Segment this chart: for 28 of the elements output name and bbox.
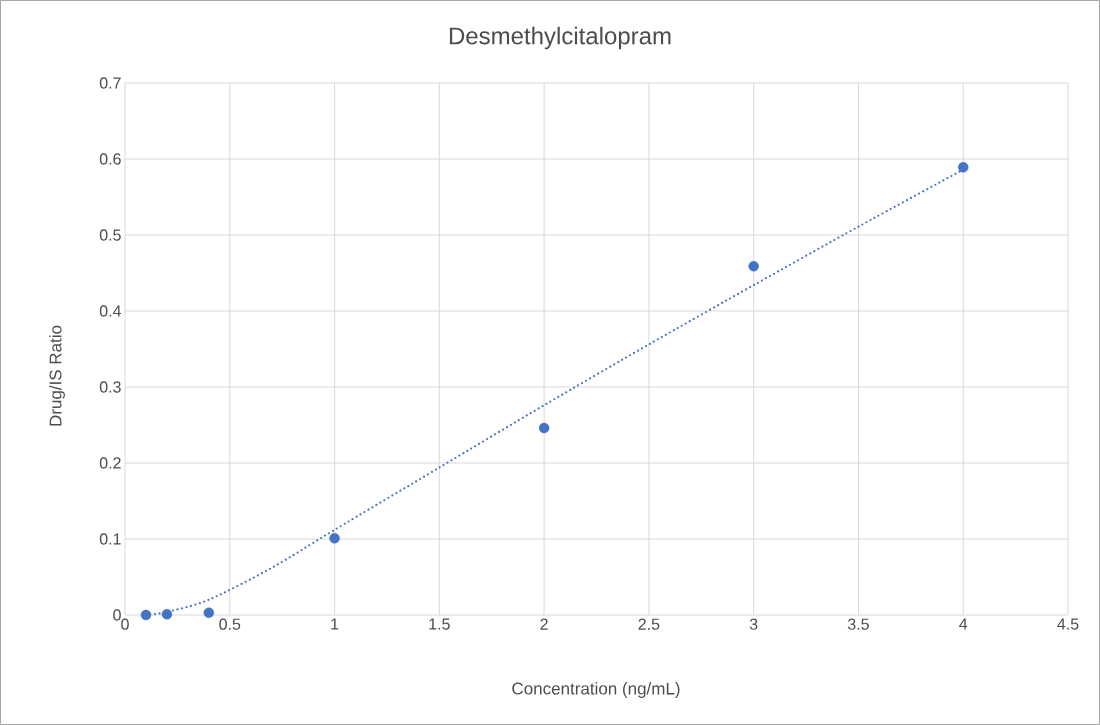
point: [958, 162, 969, 173]
point: [748, 260, 759, 272]
x-tick-label: 2.5: [638, 618, 660, 630]
y-tick-label: 0.6: [99, 153, 121, 165]
point: [329, 533, 340, 544]
y-tick-label: 0.1: [99, 533, 121, 545]
x-axis-title: Concentration (ng/mL): [512, 682, 680, 698]
x-tick-label: 3.5: [847, 618, 869, 630]
y-tick-label: 0.5: [99, 229, 121, 241]
y-tick-label: 0: [113, 609, 121, 621]
x-tick-label: 4: [959, 618, 968, 630]
x-tick-label: 1.5: [429, 618, 450, 630]
y-tick-label: 0.2: [99, 457, 121, 469]
point: [161, 609, 173, 620]
point: [203, 607, 215, 618]
chart-title: Desmethylcitalopram: [449, 26, 671, 50]
point: [140, 609, 152, 621]
y-tick-label: 0.7: [99, 77, 121, 89]
y-axis-title: Drug/IS Ratio: [49, 325, 65, 426]
point: [538, 422, 550, 434]
x-tick-label: 0.5: [219, 618, 241, 630]
x-tick-label: 0: [121, 618, 129, 630]
x-tick-label: 3: [749, 618, 758, 630]
y-tick-label: 0.3: [99, 381, 121, 393]
x-tick-label: 4.5: [1057, 618, 1079, 630]
x-tick-label: 1: [331, 618, 339, 630]
y-tick-label: 0.4: [99, 305, 121, 317]
x-tick-label: 2: [540, 618, 548, 630]
